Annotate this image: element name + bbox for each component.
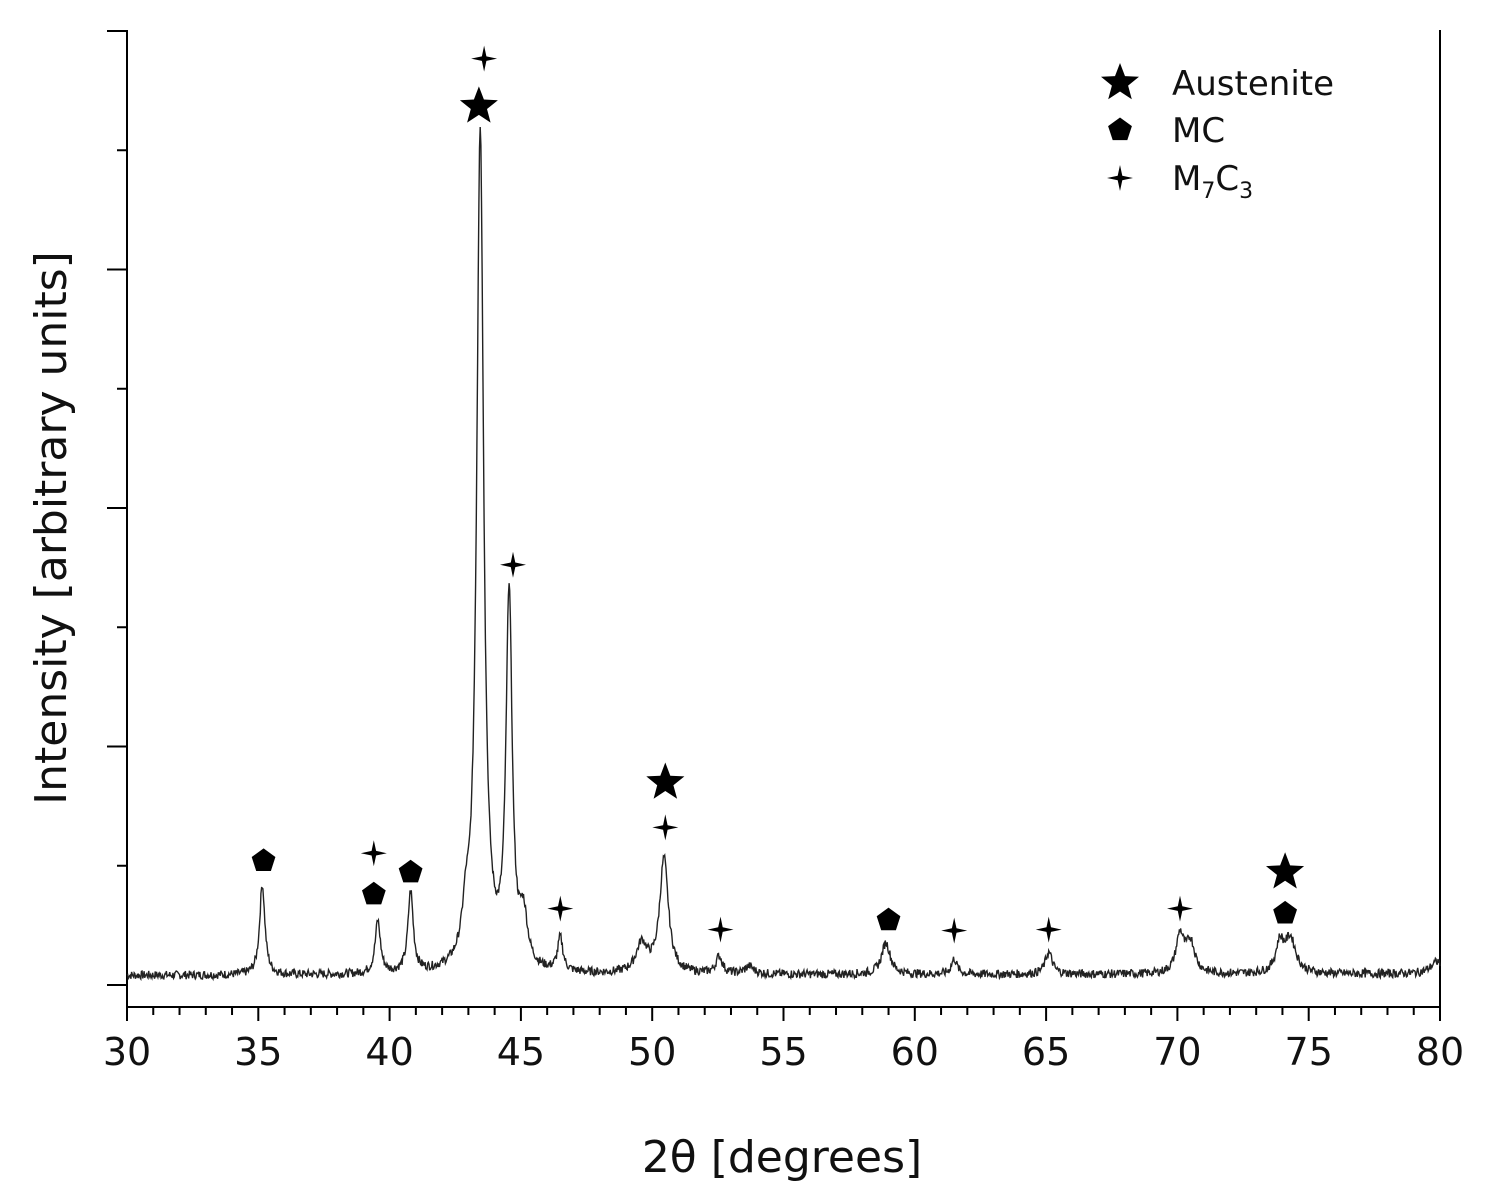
- mc-pentagon-icon: [362, 881, 386, 905]
- x-tick-label: 50: [628, 1030, 676, 1074]
- legend-label-m7c3: M7C3: [1172, 159, 1253, 204]
- m7c3-cross-star-icon: [1107, 165, 1133, 191]
- m7c3-cross-star-icon: [500, 551, 526, 578]
- legend-label-austenite: Austenite: [1172, 64, 1334, 104]
- austenite-star-icon: [1266, 852, 1305, 889]
- mc-pentagon-icon: [1273, 900, 1297, 924]
- x-tick-label: 30: [103, 1030, 151, 1074]
- x-tick-label: 70: [1153, 1030, 1201, 1074]
- m7c3-cross-star-icon: [941, 917, 968, 944]
- mc-pentagon-icon: [1108, 117, 1132, 141]
- m7c3-cross-star-icon: [652, 814, 679, 841]
- mc-pentagon-icon: [251, 848, 276, 871]
- axes: 30 35 40 45 50 55 60 65 70 75 80: [103, 30, 1464, 1074]
- y-axis-label: Intensity [arbitrary units]: [26, 251, 77, 805]
- x-tick-label: 40: [365, 1030, 413, 1074]
- m7c3-cross-star-icon: [707, 916, 734, 943]
- m7c3-cross-star-icon: [547, 895, 574, 922]
- legend: Austenite MC M7C3: [1101, 63, 1334, 204]
- austenite-star-icon: [646, 762, 685, 799]
- mc-pentagon-icon: [876, 907, 901, 931]
- x-axis-label: 2θ [degrees]: [642, 1132, 922, 1183]
- x-tick-label: 55: [759, 1030, 807, 1074]
- m7c3-cross-star-icon: [360, 840, 387, 867]
- m7c3-cross-star-icon: [1035, 916, 1062, 943]
- x-tick-label: 45: [497, 1030, 545, 1074]
- plot-area: [126, 126, 1441, 982]
- peak-annotations: [251, 45, 1305, 944]
- x-tick-label: 75: [1285, 1030, 1333, 1074]
- m7c3-cross-star-icon: [1167, 895, 1193, 922]
- m7c3-cross-star-icon: [471, 45, 498, 72]
- xrd-trace: [126, 126, 1441, 982]
- axes-frame: [126, 30, 1441, 1008]
- austenite-star-icon: [1101, 63, 1139, 100]
- x-tick-label: 35: [234, 1030, 282, 1074]
- mc-pentagon-icon: [398, 859, 423, 883]
- x-tick-label: 65: [1022, 1030, 1070, 1074]
- x-tick-label: 80: [1416, 1030, 1464, 1074]
- legend-label-mc: MC: [1172, 111, 1225, 151]
- x-tick-label: 60: [891, 1030, 939, 1074]
- austenite-star-icon: [459, 86, 498, 123]
